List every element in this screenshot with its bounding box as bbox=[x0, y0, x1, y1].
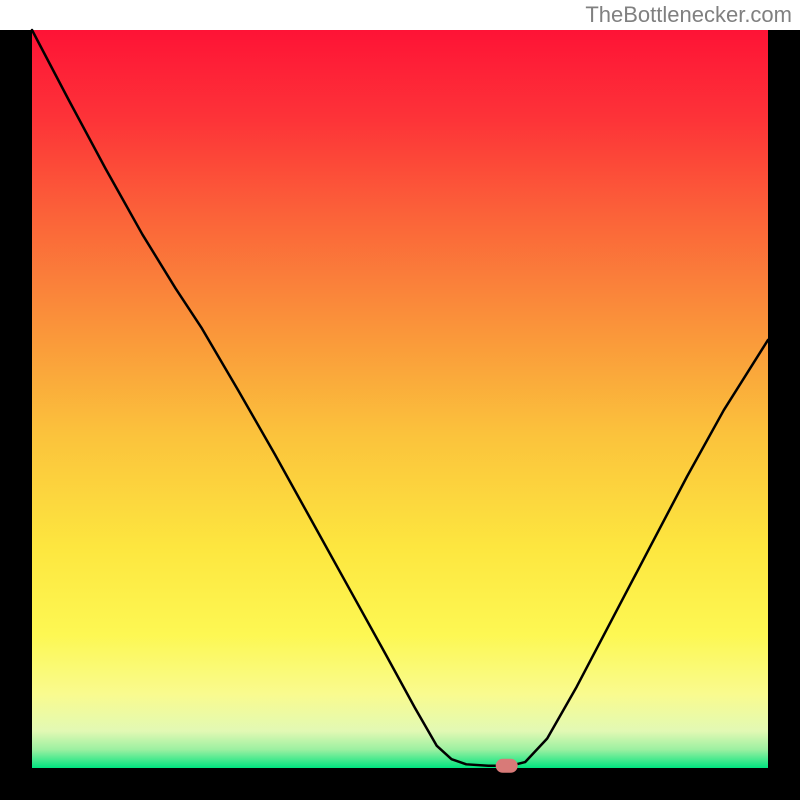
chart-container: TheBottlenecker.com bbox=[0, 0, 800, 800]
frame-border-bottom bbox=[0, 768, 800, 800]
frame-border-right bbox=[768, 30, 800, 800]
frame-border-left bbox=[0, 30, 32, 800]
optimal-marker bbox=[496, 759, 518, 773]
bottleneck-chart bbox=[0, 0, 800, 800]
plot-background bbox=[32, 30, 768, 768]
watermark-text: TheBottlenecker.com bbox=[585, 2, 792, 28]
